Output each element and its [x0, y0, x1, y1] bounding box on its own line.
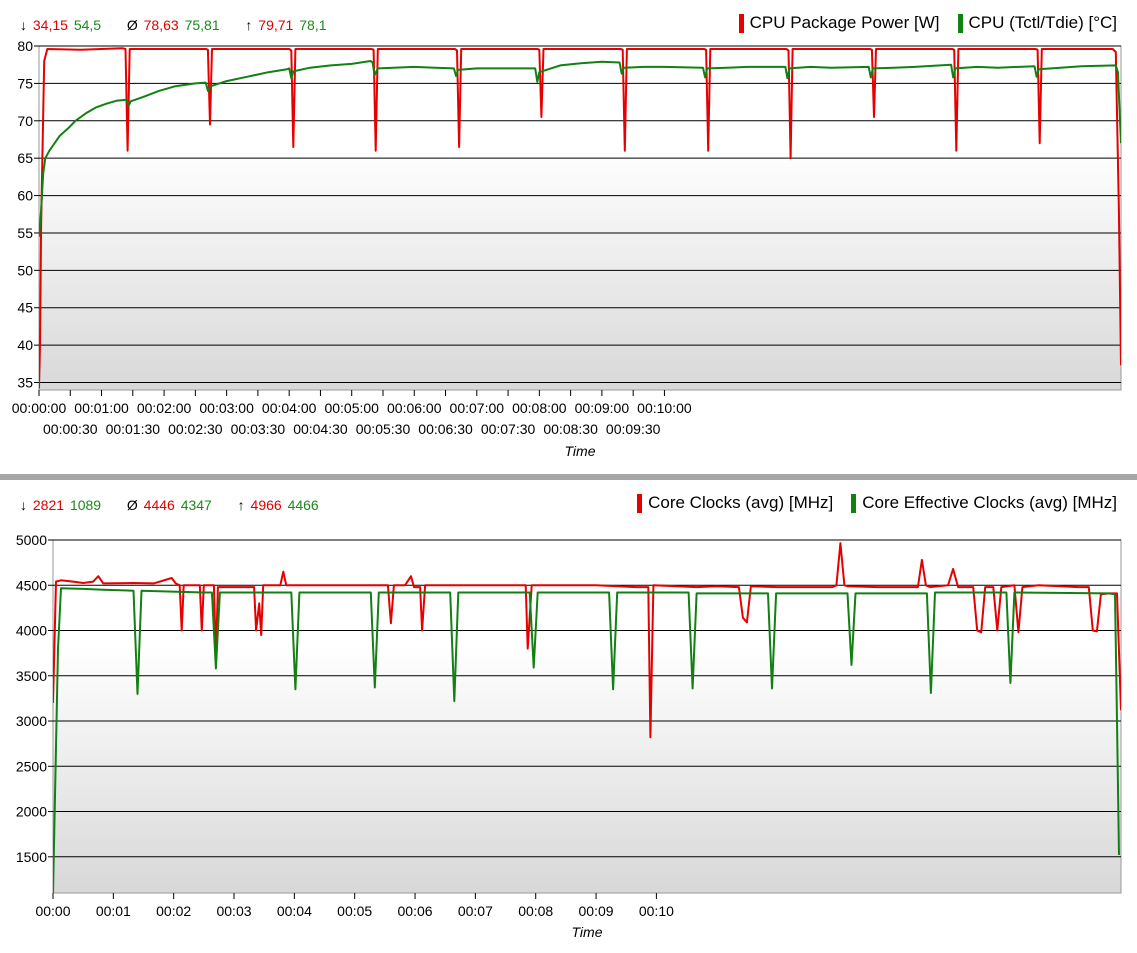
legend-item-red: CPU Package Power [W] — [738, 13, 940, 33]
max-red-value: 4966 — [250, 497, 282, 513]
y-tick-label: 65 — [17, 150, 33, 166]
min-green-value: 54,5 — [73, 17, 102, 33]
y-tick-label: 2000 — [16, 804, 47, 820]
x-tick-label: 00:08:00 — [512, 400, 567, 416]
series-line-green — [53, 587, 1120, 893]
x-tick-label: 00:10:00 — [637, 400, 692, 416]
avg-symbol: Ø — [126, 497, 138, 513]
legend-item-red: Core Clocks (avg) [MHz] — [637, 493, 833, 513]
x-tick-label: 00:05 — [337, 903, 372, 919]
legend-label-red: CPU Package Power [W] — [749, 13, 940, 32]
x-tick-label: 00:04 — [277, 903, 312, 919]
max-green-value: 78,1 — [299, 17, 327, 33]
avg-green-value: 75,81 — [184, 17, 220, 33]
max-symbol: ↑ — [245, 17, 253, 33]
y-tick-label: 60 — [17, 188, 33, 204]
series-line-red — [39, 47, 1121, 389]
min-green-value: 1089 — [69, 497, 102, 513]
y-tick-label: 4500 — [16, 577, 47, 593]
chart-plot-bottom: 1500 2000 2500 3000 3500 4000 4500 5000 00:00 00:… — [16, 532, 1122, 940]
max-symbol: ↑ — [237, 497, 245, 513]
y-tick-label: 40 — [17, 337, 33, 353]
x-tick-label: 00:01:00 — [74, 400, 129, 416]
y-tick-label: 75 — [17, 75, 33, 91]
x-tick-label-secondary: 00:02:30 — [168, 421, 223, 437]
chart-stats: ↓ 34,15 54,5 Ø 78,63 75,81 ↑ 79,71 78,1 — [20, 17, 328, 33]
x-tick-label: 00:03:00 — [199, 400, 254, 416]
series-line-green — [39, 60, 1121, 237]
legend-label-green: CPU (Tctl/Tdie) [°C] — [968, 13, 1117, 32]
x-tick-label-secondary: 00:03:30 — [231, 421, 286, 437]
y-tick-label: 3500 — [16, 668, 47, 684]
legend-item-green: CPU (Tctl/Tdie) [°C] — [957, 13, 1117, 33]
min-symbol: ↓ — [20, 17, 27, 33]
x-tick-label: 00:03 — [216, 903, 251, 919]
plot-area — [38, 45, 1122, 391]
x-tick-label: 00:06 — [398, 903, 433, 919]
legend-swatch-green — [957, 13, 963, 33]
y-tick-label: 70 — [17, 113, 33, 129]
chart-legend: Core Clocks (avg) [MHz] Core Effective C… — [619, 493, 1117, 513]
y-tick-label: 2500 — [16, 758, 47, 774]
min-red-value: 2821 — [32, 497, 65, 513]
y-tick-label: 1500 — [16, 849, 47, 865]
avg-red-value: 78,63 — [143, 17, 179, 33]
y-tick-label: 3000 — [16, 713, 47, 729]
x-axis-label: Time — [565, 443, 596, 459]
y-tick-label: 35 — [17, 375, 33, 391]
y-tick-label: 80 — [17, 38, 33, 54]
y-tick-label: 45 — [17, 300, 33, 316]
min-red-value: 34,15 — [32, 17, 68, 33]
legend-label-red: Core Clocks (avg) [MHz] — [648, 493, 834, 512]
x-tick-label: 00:01 — [96, 903, 131, 919]
x-tick-label: 00:07 — [458, 903, 493, 919]
x-tick-label: 00:09 — [579, 903, 614, 919]
x-tick-label: 00:02 — [156, 903, 191, 919]
x-tick-label: 00:07:00 — [450, 400, 505, 416]
y-tick-label: 50 — [17, 262, 33, 278]
core-clocks-chart: ↓ 2821 1089 Ø 4446 4347 ↑ 4966 4466 Core… — [0, 480, 1137, 953]
legend-item-green: Core Effective Clocks (avg) [MHz] — [851, 493, 1117, 513]
max-red-value: 79,71 — [258, 17, 294, 33]
legend-swatch-red — [637, 493, 643, 513]
avg-green-value: 4347 — [180, 497, 212, 513]
x-tick-label-secondary: 00:08:30 — [543, 421, 598, 437]
chart-plot-top: 35 40 45 50 55 60 65 70 75 80 00:00:00 00:01:00 00:0… — [12, 38, 1122, 459]
avg-symbol: Ø — [126, 17, 138, 33]
x-axis-label: Time — [572, 924, 603, 940]
legend-swatch-red — [738, 13, 744, 33]
x-tick-label: 00:00 — [35, 903, 70, 919]
x-tick-label: 00:02:00 — [137, 400, 192, 416]
x-tick-label-secondary: 00:01:30 — [106, 421, 161, 437]
x-tick-label: 00:00:00 — [12, 400, 67, 416]
min-symbol: ↓ — [20, 497, 27, 513]
legend-label-green: Core Effective Clocks (avg) [MHz] — [862, 493, 1117, 512]
legend-swatch-green — [851, 493, 857, 513]
chart-stats: ↓ 2821 1089 Ø 4446 4347 ↑ 4966 4466 — [20, 497, 321, 513]
plot-area — [52, 539, 1122, 894]
x-tick-label-secondary: 00:07:30 — [481, 421, 536, 437]
max-green-value: 4466 — [287, 497, 319, 513]
x-tick-label: 00:04:00 — [262, 400, 317, 416]
x-tick-label-secondary: 00:05:30 — [356, 421, 411, 437]
avg-red-value: 4446 — [143, 497, 175, 513]
x-tick-label: 00:08 — [518, 903, 553, 919]
panel-separator — [0, 474, 1137, 480]
y-tick-label: 55 — [17, 225, 33, 241]
chart-legend: CPU Package Power [W] CPU (Tctl/Tdie) [°… — [721, 13, 1117, 33]
x-tick-label-secondary: 00:04:30 — [293, 421, 348, 437]
cpu-power-temp-chart: ↓ 34,15 54,5 Ø 78,63 75,81 ↑ 79,71 78,1 … — [0, 0, 1137, 474]
x-tick-label: 00:10 — [639, 903, 674, 919]
y-tick-label: 4000 — [16, 623, 47, 639]
x-tick-label-secondary: 00:06:30 — [418, 421, 473, 437]
x-tick-label: 00:05:00 — [324, 400, 379, 416]
x-tick-label-secondary: 00:00:30 — [43, 421, 98, 437]
x-tick-label: 00:09:00 — [575, 400, 630, 416]
x-tick-label: 00:06:00 — [387, 400, 442, 416]
x-tick-label-secondary: 00:09:30 — [606, 421, 661, 437]
y-tick-label: 5000 — [16, 532, 47, 548]
